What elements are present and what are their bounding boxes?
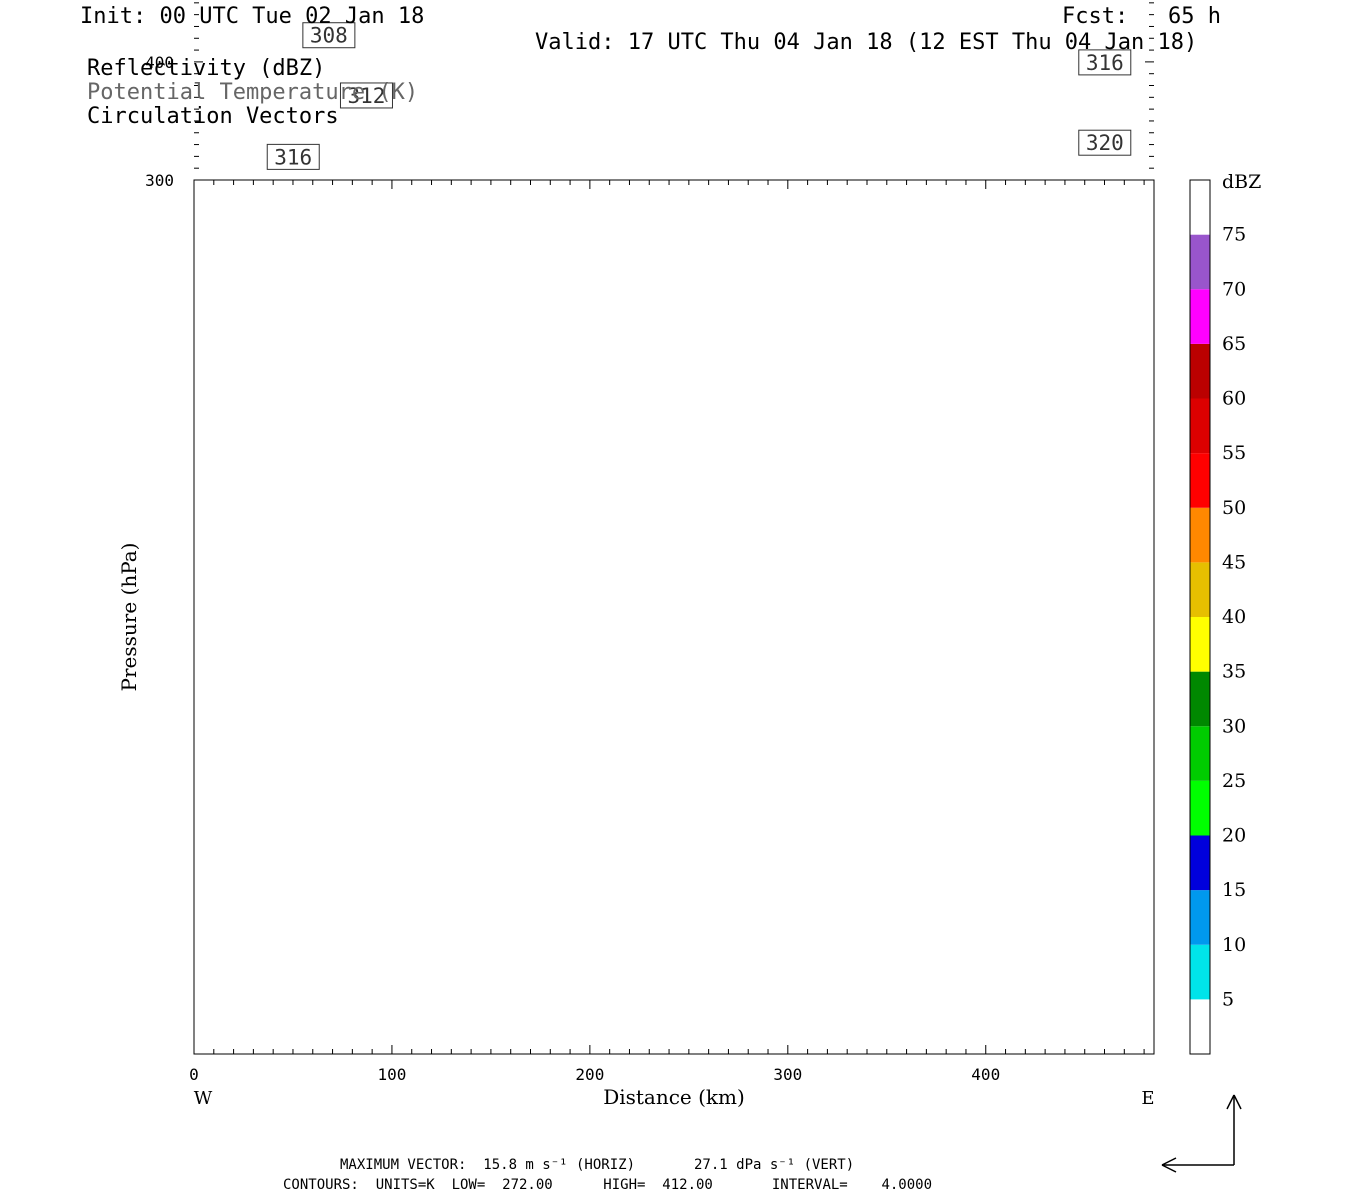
svg-text:316: 316 [1086,51,1124,75]
colorbar-label: 45 [1222,551,1246,573]
colorbar-label: 60 [1222,388,1246,410]
colorbar-segment [1190,562,1210,617]
circulation-vector [744,67,768,72]
circulation-vector [788,0,796,5]
max-vector-info: MAXIMUM VECTOR: 15.8 m s⁻¹ (HORIZ) 27.1 … [340,1157,855,1173]
colorbar-segment [1190,343,1210,399]
circulation-vector [791,130,827,135]
colorbar-segment [1190,890,1210,945]
reference-vector [1161,1094,1242,1173]
circulation-vector [639,0,667,2]
svg-text:312: 312 [348,84,386,108]
valid-time: Valid: 17 UTC Thu 04 Jan 18 (12 EST Thu … [535,30,1198,55]
x-tick-label: 100 [377,1065,406,1084]
x-tick-label: 200 [575,1065,604,1084]
y-tick-label: 400 [145,53,174,72]
contour-info: CONTOURS: UNITS=K LOW= 272.00 HIGH= 412.… [283,1177,933,1193]
x-tick-label: 0 [189,1065,199,1084]
colorbar-label: 75 [1222,224,1246,246]
circulation-vector [428,0,458,7]
colorbar-label: 20 [1222,825,1246,847]
colorbar-segment [1190,180,1210,235]
circulation-vector [461,69,491,74]
y-axis-label: Pressure (hPa) [117,543,141,692]
x-end-label-east: E [1141,1088,1154,1109]
svg-text:308: 308 [310,24,348,48]
svg-text:320: 320 [1086,131,1124,155]
colorbar-segment [1190,944,1210,1000]
colorbar-frame [1189,179,1211,1055]
circulation-vector [677,65,709,70]
colorbar-label: 25 [1222,770,1246,792]
colorbar-segment [1190,999,1210,1054]
field-vectors: Circulation Vectors [87,104,339,129]
colorbar-segment [1190,507,1210,563]
circulation-vector [570,129,610,134]
circulation-vector [338,134,372,139]
colorbar-segment [1190,398,1210,454]
colorbar-label: 15 [1222,879,1246,901]
colorbar-label: 70 [1222,278,1246,300]
circulation-vector [611,67,645,72]
plot-frame [193,179,1155,1055]
circulation-vector [425,134,461,139]
circulation-vector [1010,2,1034,7]
colorbar-label: 35 [1222,661,1246,683]
colorbar-label: 5 [1222,988,1234,1010]
field-theta: Potential Temperature (K) [87,80,419,105]
circulation-vector [570,0,606,1]
colorbar-segment [1190,780,1210,836]
colorbar-segment [1190,617,1210,672]
x-end-label-west: W [194,1088,213,1109]
colorbar-label: 55 [1222,442,1246,464]
contour-label: 312 [339,82,393,109]
contour-label: 320 [1078,129,1132,156]
circulation-vector [713,0,725,3]
circulation-vector [936,67,948,83]
circulation-vector [501,0,537,3]
circulation-vector [194,138,234,143]
colorbar-label: 40 [1222,606,1246,628]
x-tick-label: 400 [971,1065,1000,1084]
colorbar-segment [1190,453,1210,508]
contour-label: 308 [302,22,356,49]
colorbar-segment [1190,835,1210,891]
init-time: Init: 00 UTC Tue 02 Jan 18 [80,4,425,29]
colorbar-unit: dBZ [1222,171,1261,193]
circulation-vector [390,69,422,74]
colorbar-segment [1190,234,1210,290]
colorbar-label: 10 [1222,934,1246,956]
x-axis-label: Distance (km) [603,1085,745,1109]
colorbar-label: 50 [1222,497,1246,519]
colorbar-label: 65 [1222,333,1246,355]
circulation-vector [495,129,527,134]
circulation-vector [718,128,758,133]
forecast-hour: Fcst: 65 h [1062,4,1221,29]
svg-text:316: 316 [274,145,312,169]
x-tick-label: 300 [773,1065,802,1084]
circulation-vector [538,69,570,74]
field-reflectivity: Reflectivity (dBZ) [87,56,326,81]
circulation-vector [851,62,863,78]
circulation-vector [267,136,303,141]
contour-label: 316 [266,143,320,170]
colorbar-label: 30 [1222,715,1246,737]
colorbar-segment [1190,671,1210,727]
colorbar-segment [1190,289,1210,344]
colorbar-segment [1190,726,1210,781]
circulation-vector [639,128,679,133]
y-tick-label: 300 [145,171,174,190]
contour-label: 316 [1078,49,1132,76]
